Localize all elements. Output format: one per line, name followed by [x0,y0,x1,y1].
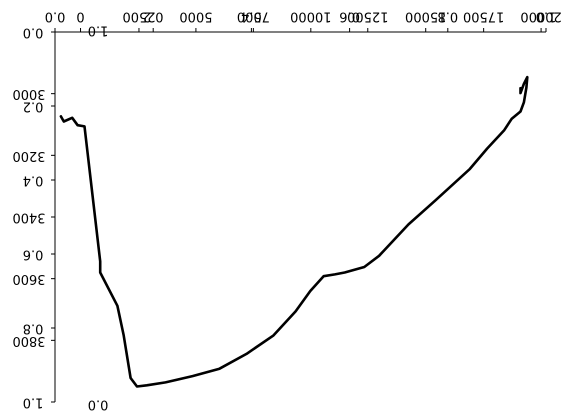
series-point [99,271,101,274]
series-point [519,110,522,113]
series-point [60,115,62,118]
secondary-x-tick-label: 15000 [405,9,446,24]
series-point [71,117,73,119]
series-point [83,125,86,128]
series-point [76,124,79,126]
secondary-x-tick-label: 17500 [463,9,504,24]
secondary-x-tick-label: 2500 [122,9,155,24]
series-point [116,305,119,307]
series-point [136,385,138,388]
y-tick-label: 0.2 [23,99,44,114]
series-point [503,129,506,131]
secondary-x-tick-label: 12500 [347,9,388,24]
x-tick-label: 0.0 [45,9,66,24]
series-point [523,83,525,85]
secondary-y-tick-label: 3400 [12,210,45,225]
secondary-x-tick-label: 5000 [179,9,212,24]
y-tick-label: 0.0 [23,25,44,40]
series-point [218,367,221,370]
x-tick-label: 0.4 [241,9,262,24]
x-tick-label: 0.8 [437,9,458,24]
series-point [469,168,471,170]
series-point [191,375,194,377]
series-point [99,260,101,263]
series-point [294,310,297,313]
series-point [164,381,167,384]
series-point [378,255,380,257]
series-point [146,384,148,387]
secondary-x-tick-label: 20000 [520,9,561,24]
secondary-y-tick-label: 3600 [12,271,45,286]
series-point [245,353,248,355]
x-tick-label: 1.0 [536,9,557,24]
series-point [272,334,275,337]
y-tick-label: 0.6 [23,247,44,262]
secondary-y-tick-label: 3800 [12,333,45,348]
series-point [343,271,346,274]
secondary-y-tick-label: 3200 [12,148,45,163]
series-point [519,92,522,94]
series-point [322,275,325,278]
series-point [122,334,125,337]
secondary-y-tick-label: 3000 [12,86,45,101]
x-tick-label: 0.6 [339,9,360,24]
series-point [486,147,488,150]
series-point [334,273,336,276]
series-point [523,101,525,104]
series-point [363,266,366,268]
bottom-x-tick-label: 0.0 [88,397,109,412]
series-line [59,75,529,388]
corner-x-tick-label: 1.0 [88,23,109,38]
secondary-x-tick-label: 0 [76,9,84,24]
series-point [510,118,513,120]
series-point [434,199,437,202]
series-point [407,223,410,226]
series-point [519,87,522,89]
secondary-x-tick-label: 7500 [237,9,270,24]
y-tick-label: 1.0 [23,395,44,410]
y-tick-label: 0.8 [23,321,44,336]
series-point [525,86,528,89]
series-point [129,377,132,379]
y-tick-label: 0.4 [23,173,44,188]
secondary-x-tick-label: 10000 [290,9,331,24]
x-tick-label: 0.2 [143,9,164,24]
series-point [309,290,312,292]
series-point [526,76,529,78]
series-point [63,120,65,123]
